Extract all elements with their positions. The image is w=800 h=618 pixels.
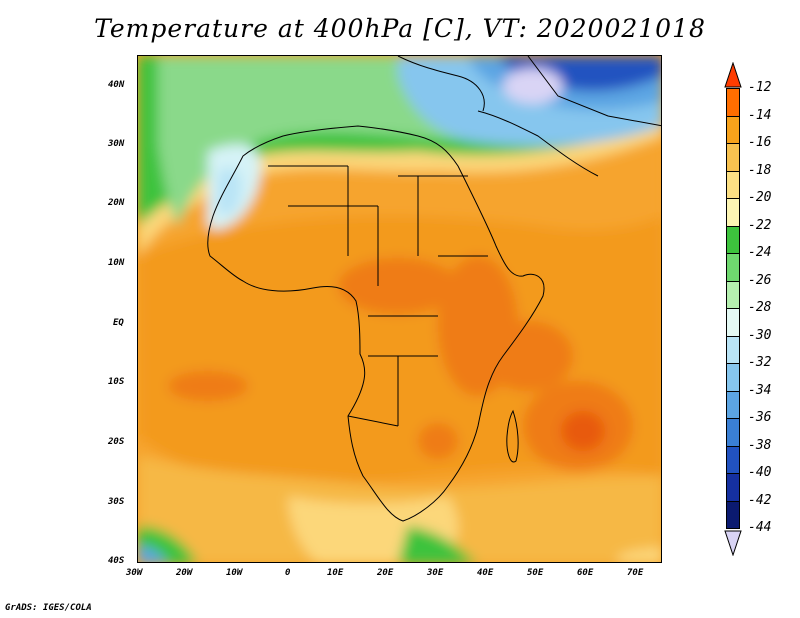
- colorbar-swatch: [726, 253, 740, 282]
- colorbar-label-m32: -32: [748, 355, 772, 370]
- lon-label-20w: 20W: [176, 568, 193, 578]
- colorbar-label-m44: -44: [748, 520, 772, 535]
- colorbar-top-arrow: [724, 62, 742, 88]
- map-field: [138, 56, 661, 562]
- map-title: Temperature at 400hPa [C], VT: 202002101…: [94, 14, 706, 43]
- colorbar-label-m24: -24: [748, 245, 772, 260]
- colorbar-label-m28: -28: [748, 300, 772, 315]
- colorbar-label-m42: -42: [748, 493, 772, 508]
- lat-label-40s: 40S: [108, 556, 125, 566]
- colorbar-swatch: [726, 143, 740, 172]
- colorbar-label-m26: -26: [748, 273, 772, 288]
- colorbar-swatch: [726, 473, 740, 502]
- colorbar-label-m38: -38: [748, 438, 772, 453]
- lat-label-20n: 20N: [108, 198, 125, 208]
- colorbar-label-m14: -14: [748, 108, 772, 123]
- colorbar-label-m36: -36: [748, 410, 772, 425]
- lon-label-30e: 30E: [427, 568, 444, 578]
- lon-label-0: 0: [285, 568, 291, 578]
- colorbar-swatch: [726, 418, 740, 447]
- lon-label-60e: 60E: [577, 568, 594, 578]
- colorbar-swatch: [726, 500, 740, 529]
- colorbar-swatch: [726, 170, 740, 199]
- colorbar-label-m20: -20: [748, 190, 772, 205]
- lat-label-30n: 30N: [108, 139, 125, 149]
- lon-label-30w: 30W: [126, 568, 143, 578]
- lat-label-20s: 20S: [108, 437, 125, 447]
- colorbar-swatch: [726, 363, 740, 392]
- lon-label-40e: 40E: [477, 568, 494, 578]
- temperature-map: [137, 55, 662, 563]
- lon-label-20e: 20E: [377, 568, 394, 578]
- colorbar-swatch: [726, 445, 740, 474]
- lat-label-40n: 40N: [108, 80, 125, 90]
- colorbar-swatch: [726, 115, 740, 144]
- lat-label-10s: 10S: [108, 377, 125, 387]
- colorbar-swatch: [726, 280, 740, 309]
- lon-label-10e: 10E: [327, 568, 344, 578]
- lon-label-50e: 50E: [527, 568, 544, 578]
- lon-label-70e: 70E: [627, 568, 644, 578]
- lat-label-eq: EQ: [113, 318, 124, 328]
- colorbar-swatch: [726, 88, 740, 117]
- lat-label-10n: 10N: [108, 258, 125, 268]
- grads-credit: GrADS: IGES/COLA: [5, 603, 92, 613]
- colorbar-swatch: [726, 308, 740, 337]
- colorbar-label-m40: -40: [748, 465, 772, 480]
- colorbar-label-m16: -16: [748, 135, 772, 150]
- colorbar-swatch: [726, 198, 740, 227]
- colorbar-label-m22: -22: [748, 218, 772, 233]
- colorbar-label-m12: -12: [748, 80, 772, 95]
- colorbar-swatch: [726, 390, 740, 419]
- lat-label-30s: 30S: [108, 497, 125, 507]
- colorbar-label-m30: -30: [748, 328, 772, 343]
- colorbar-bottom-arrow: [724, 530, 742, 556]
- lon-label-10w: 10W: [226, 568, 243, 578]
- colorbar-label-m34: -34: [748, 383, 772, 398]
- colorbar-swatch: [726, 225, 740, 254]
- colorbar-label-m18: -18: [748, 163, 772, 178]
- colorbar-swatch: [726, 335, 740, 364]
